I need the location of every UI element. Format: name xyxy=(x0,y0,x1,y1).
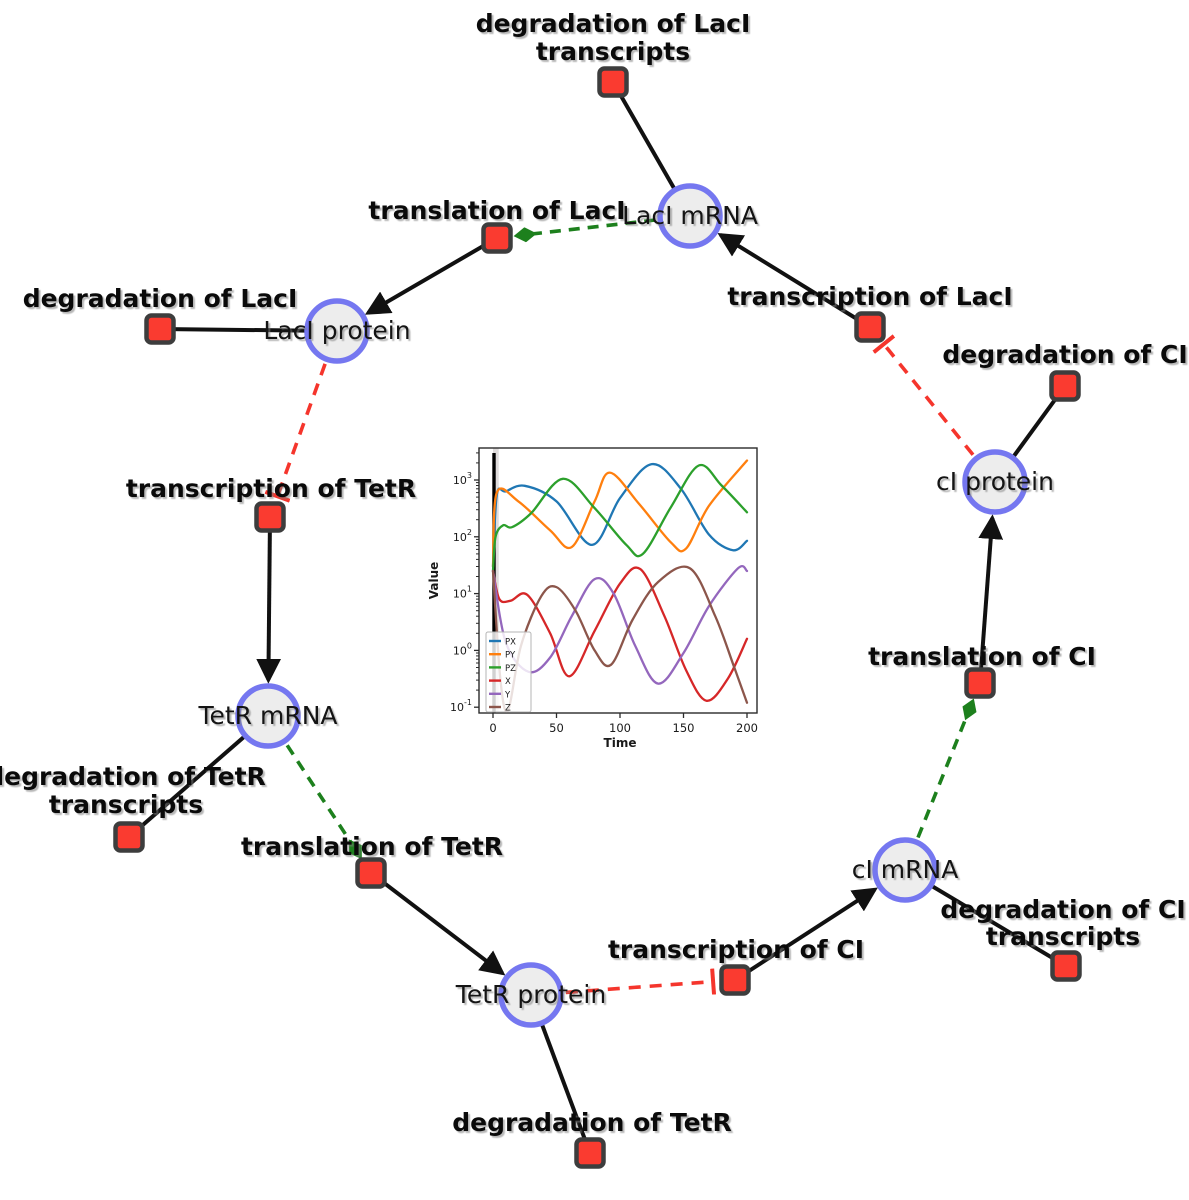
reaction-node-deg-laci-transcripts xyxy=(597,66,629,98)
reaction-node-transcription-ci xyxy=(719,964,751,996)
svg-text:102: 102 xyxy=(453,528,472,544)
legend-entry-PX: PX xyxy=(505,638,516,648)
edge-translation-ci-to-ci-protein xyxy=(978,514,1004,684)
reaction-label: transcription of CI xyxy=(608,935,864,964)
legend-entry-PY: PY xyxy=(505,651,516,661)
reaction-node-translation-tetr xyxy=(355,857,387,889)
nodes-layer xyxy=(113,66,1082,1169)
edge-laci-protein-inhibits-transcription-tetr xyxy=(264,363,327,503)
reaction-node-deg-laci xyxy=(144,313,176,345)
species-node-tetr-protein xyxy=(498,962,564,1028)
svg-text:150: 150 xyxy=(673,721,695,735)
species-node-ci-protein xyxy=(962,449,1028,515)
svg-text:100: 100 xyxy=(453,641,472,657)
svg-text:200: 200 xyxy=(736,721,758,735)
reaction-label: degradation of LacI xyxy=(476,9,751,38)
edge-transcription-laci-to-laci-mrna xyxy=(717,232,872,329)
edge-translation-tetr-to-tetr-protein xyxy=(369,871,506,976)
reaction-label: transcription of LacI xyxy=(727,282,1012,311)
reaction-node-deg-ci xyxy=(1049,370,1081,402)
reaction-label: degradation of CI xyxy=(942,340,1187,369)
edge-tetr-mrna-to-translation-tetr xyxy=(285,744,362,860)
legend-entry-Y: Y xyxy=(504,690,511,700)
reaction-node-deg-tetr xyxy=(574,1137,606,1169)
species-label: LacI protein xyxy=(263,316,410,345)
species-node-laci-protein xyxy=(304,298,370,364)
reaction-node-deg-tetr-transcripts xyxy=(113,821,145,853)
svg-text:101: 101 xyxy=(453,585,472,601)
edge-transcription-tetr-to-tetr-mrna xyxy=(256,516,282,684)
svg-text:10-1: 10-1 xyxy=(450,698,472,714)
series-PZ xyxy=(491,463,749,573)
reaction-node-deg-ci-transcripts xyxy=(1050,950,1082,982)
species-label: cI mRNA xyxy=(852,855,959,884)
species-label: LacI mRNA xyxy=(622,201,758,230)
edge-translation-laci-to-laci-protein xyxy=(364,236,499,315)
svg-text:Time: Time xyxy=(604,736,637,750)
reaction-label: degradation of CI xyxy=(940,895,1185,924)
reaction-label: translation of CI xyxy=(868,642,1096,671)
edge-ci-mrna-to-translation-ci xyxy=(916,698,977,839)
species-node-ci-mrna xyxy=(872,837,938,903)
legend-entry-X: X xyxy=(505,677,511,687)
reaction-node-transcription-laci xyxy=(854,311,886,343)
species-label: TetR protein xyxy=(455,980,606,1009)
edge-ci-protein-inhibits-transcription-laci xyxy=(872,334,975,456)
reaction-label: transcripts xyxy=(986,922,1140,951)
species-label: cI protein xyxy=(936,467,1054,496)
svg-text:0: 0 xyxy=(489,721,496,735)
labels-layer: degradation of LacI transcripts translat… xyxy=(0,9,1188,1137)
edge-transcription-ci-to-ci-mrna xyxy=(733,887,878,982)
reaction-label: transcription of TetR xyxy=(126,474,416,503)
series-X xyxy=(491,566,749,702)
reaction-label: degradation of TetR xyxy=(452,1108,732,1137)
legend-entry-PZ: PZ xyxy=(505,664,516,674)
series-PX xyxy=(491,463,749,568)
species-label: TetR mRNA xyxy=(197,701,337,730)
species-node-laci-mrna xyxy=(657,183,723,249)
reaction-node-translation-ci xyxy=(964,667,996,699)
series-PY xyxy=(491,459,749,568)
reaction-node-transcription-tetr xyxy=(254,501,286,533)
legend-entry-Z: Z xyxy=(505,704,511,714)
svg-text:100: 100 xyxy=(609,721,631,735)
svg-text:103: 103 xyxy=(453,471,472,487)
reaction-label: transcripts xyxy=(49,790,203,819)
inset-time-series-plot: 0 50 100 150 200 10-1 100 101 102 103 Time Value PX P… xyxy=(427,447,758,750)
reaction-node-translation-laci xyxy=(481,222,513,254)
reaction-label: translation of LacI xyxy=(368,196,625,225)
species-node-tetr-mrna xyxy=(235,683,301,749)
reaction-label: degradation of LacI xyxy=(23,284,298,313)
svg-text:50: 50 xyxy=(549,721,564,735)
edge-tetr-protein-inhibits-transcription-ci xyxy=(565,968,717,995)
svg-text:Value: Value xyxy=(427,562,441,600)
reaction-label: translation of TetR xyxy=(241,832,503,861)
reaction-label: degradation of TetR xyxy=(0,762,266,791)
reaction-label: transcripts xyxy=(536,37,690,66)
edge-laci-mrna-to-translation-laci xyxy=(513,218,656,243)
